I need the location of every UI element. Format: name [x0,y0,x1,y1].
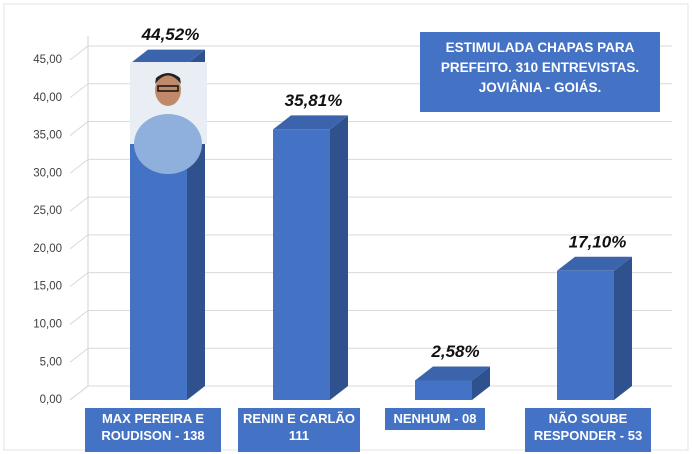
y-tick-label: 45,00 [33,54,62,66]
photo-body [134,114,202,174]
photo-glasses [157,85,179,92]
bar-top [273,115,348,130]
bar-top [557,256,632,271]
grid-line [69,309,672,325]
title-line: PREFEITO. 310 ENTREVISTAS. [440,60,640,75]
y-tick-label: 25,00 [33,205,62,217]
y-tick-label: 15,00 [33,281,62,293]
photo-head [155,74,181,106]
bar-side [472,366,490,400]
y-tick-label: 0,00 [40,394,62,406]
bar-side [614,256,632,400]
bar-front [273,129,330,401]
title-line: ESTIMULADA CHAPAS PARA [445,40,635,55]
y-tick-label: 40,00 [33,92,62,104]
value-label: 2,58% [430,342,479,361]
grid-line [69,234,672,250]
bar-front [415,380,472,400]
title-box: ESTIMULADA CHAPAS PARA PREFEITO. 310 ENT… [420,32,660,112]
category-label: NÃO SOUBE RESPONDER - 53 [525,408,651,452]
grid-line [69,196,672,212]
bar [415,366,490,400]
y-tick-label: 30,00 [33,167,62,179]
value-label: 44,52% [141,25,200,44]
value-label: 35,81% [285,91,343,110]
bar-front [557,270,614,400]
category-label: NENHUM - 08 [385,408,485,430]
bar-top [415,366,490,381]
bar-top [130,49,205,64]
title-line: JOVIÂNIA - GOIÁS. [478,80,602,95]
value-label: 17,10% [569,232,627,251]
category-label: RENIN E CARLÃO 111 [238,408,360,452]
y-tick-label: 10,00 [33,318,62,330]
grid-line [69,121,672,136]
grid-line [69,347,672,363]
y-tick-label: 35,00 [33,130,62,142]
grid-line [69,158,672,174]
y-tick-label: 5,00 [40,356,62,368]
category-label: MAX PEREIRA E ROUDISON - 138 [85,408,221,452]
grid-line [69,272,672,288]
y-tick-label: 20,00 [33,243,62,255]
photo-hair [155,73,181,84]
bar-side [330,115,348,401]
bar [557,256,632,400]
bar [273,115,348,401]
